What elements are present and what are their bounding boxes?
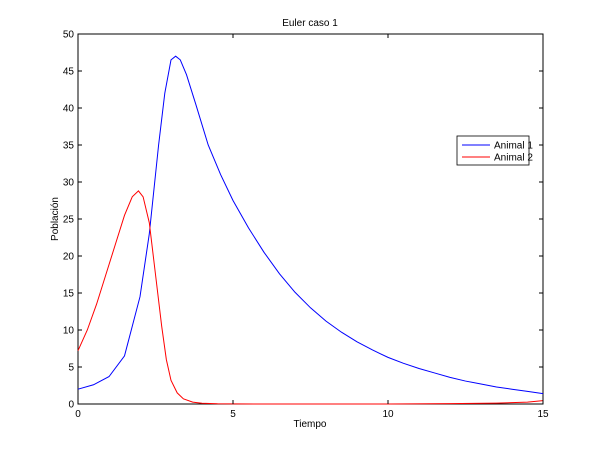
plot-frame <box>77 33 544 405</box>
chart-title: Euler caso 1 <box>282 18 338 29</box>
y-tick-label: 5 <box>68 363 74 374</box>
y-tick-label: 35 <box>63 141 75 152</box>
y-tick-label: 0 <box>68 400 74 411</box>
legend-label-1: Animal 1 <box>494 141 533 152</box>
legend-label-2: Animal 2 <box>494 153 533 164</box>
x-axis: 0 5 10 15 <box>75 34 549 420</box>
y-tick-label: 25 <box>63 215 75 226</box>
x-tick-label: 0 <box>75 409 81 420</box>
y-tick-label: 50 <box>63 30 75 41</box>
series-line-2 <box>77 190 544 405</box>
series-layer <box>77 55 544 405</box>
plot-area <box>77 33 544 405</box>
y-tick-label: 15 <box>63 289 75 300</box>
y-tick-label: 40 <box>63 104 75 115</box>
x-tick-label: 10 <box>382 409 394 420</box>
x-axis-title: Tiempo <box>294 419 327 430</box>
series-line-1 <box>77 55 544 395</box>
y-tick-label: 30 <box>63 178 75 189</box>
y-tick-label: 20 <box>63 252 75 263</box>
y-axis: 0 5 10 15 20 25 30 35 40 45 50 <box>63 30 543 411</box>
legend-box <box>456 135 530 166</box>
y-tick-label: 45 <box>63 67 75 78</box>
y-tick-label: 10 <box>63 326 75 337</box>
x-tick-label: 5 <box>230 409 236 420</box>
y-axis-title: Población <box>50 197 61 241</box>
x-tick-label: 15 <box>537 409 549 420</box>
